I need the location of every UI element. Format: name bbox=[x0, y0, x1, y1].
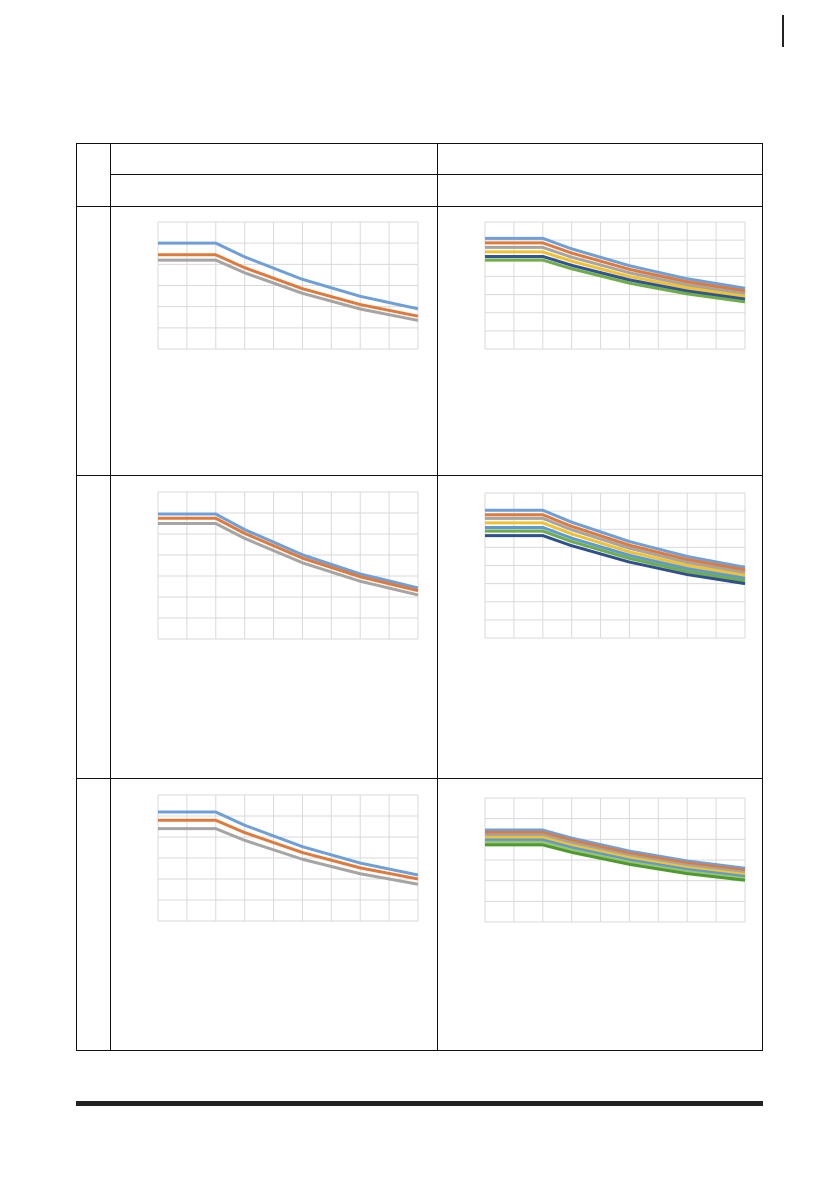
data-line bbox=[158, 516, 419, 593]
data-line bbox=[485, 513, 746, 572]
data-line bbox=[158, 818, 419, 881]
data-line bbox=[485, 838, 746, 879]
data-line bbox=[485, 828, 746, 870]
data-line bbox=[485, 525, 746, 580]
data-line bbox=[158, 522, 419, 597]
chart bbox=[157, 794, 419, 922]
data-line bbox=[485, 843, 746, 882]
data-line bbox=[485, 250, 746, 298]
data-line bbox=[485, 245, 746, 296]
data-line bbox=[485, 840, 746, 881]
data-line bbox=[158, 241, 419, 311]
data-line bbox=[485, 833, 746, 874]
chart bbox=[157, 491, 419, 640]
data-line bbox=[485, 835, 746, 876]
footer-bar bbox=[76, 1101, 763, 1106]
data-line bbox=[158, 253, 419, 318]
data-line bbox=[485, 521, 746, 577]
chart bbox=[484, 221, 746, 350]
data-line bbox=[485, 516, 746, 575]
data-line bbox=[485, 508, 746, 569]
table bbox=[76, 143, 763, 1051]
data-line bbox=[485, 236, 746, 290]
chart bbox=[157, 221, 419, 350]
data-line bbox=[485, 241, 746, 293]
chart bbox=[484, 492, 746, 639]
data-line bbox=[158, 512, 419, 590]
data-line bbox=[485, 831, 746, 872]
data-line bbox=[485, 529, 746, 583]
data-line bbox=[485, 534, 746, 586]
data-line bbox=[158, 827, 419, 886]
chart bbox=[484, 797, 746, 923]
data-line bbox=[485, 254, 746, 301]
data-line bbox=[158, 810, 419, 877]
data-line bbox=[485, 258, 746, 304]
table-border bbox=[76, 143, 763, 1051]
data-line bbox=[158, 258, 419, 322]
